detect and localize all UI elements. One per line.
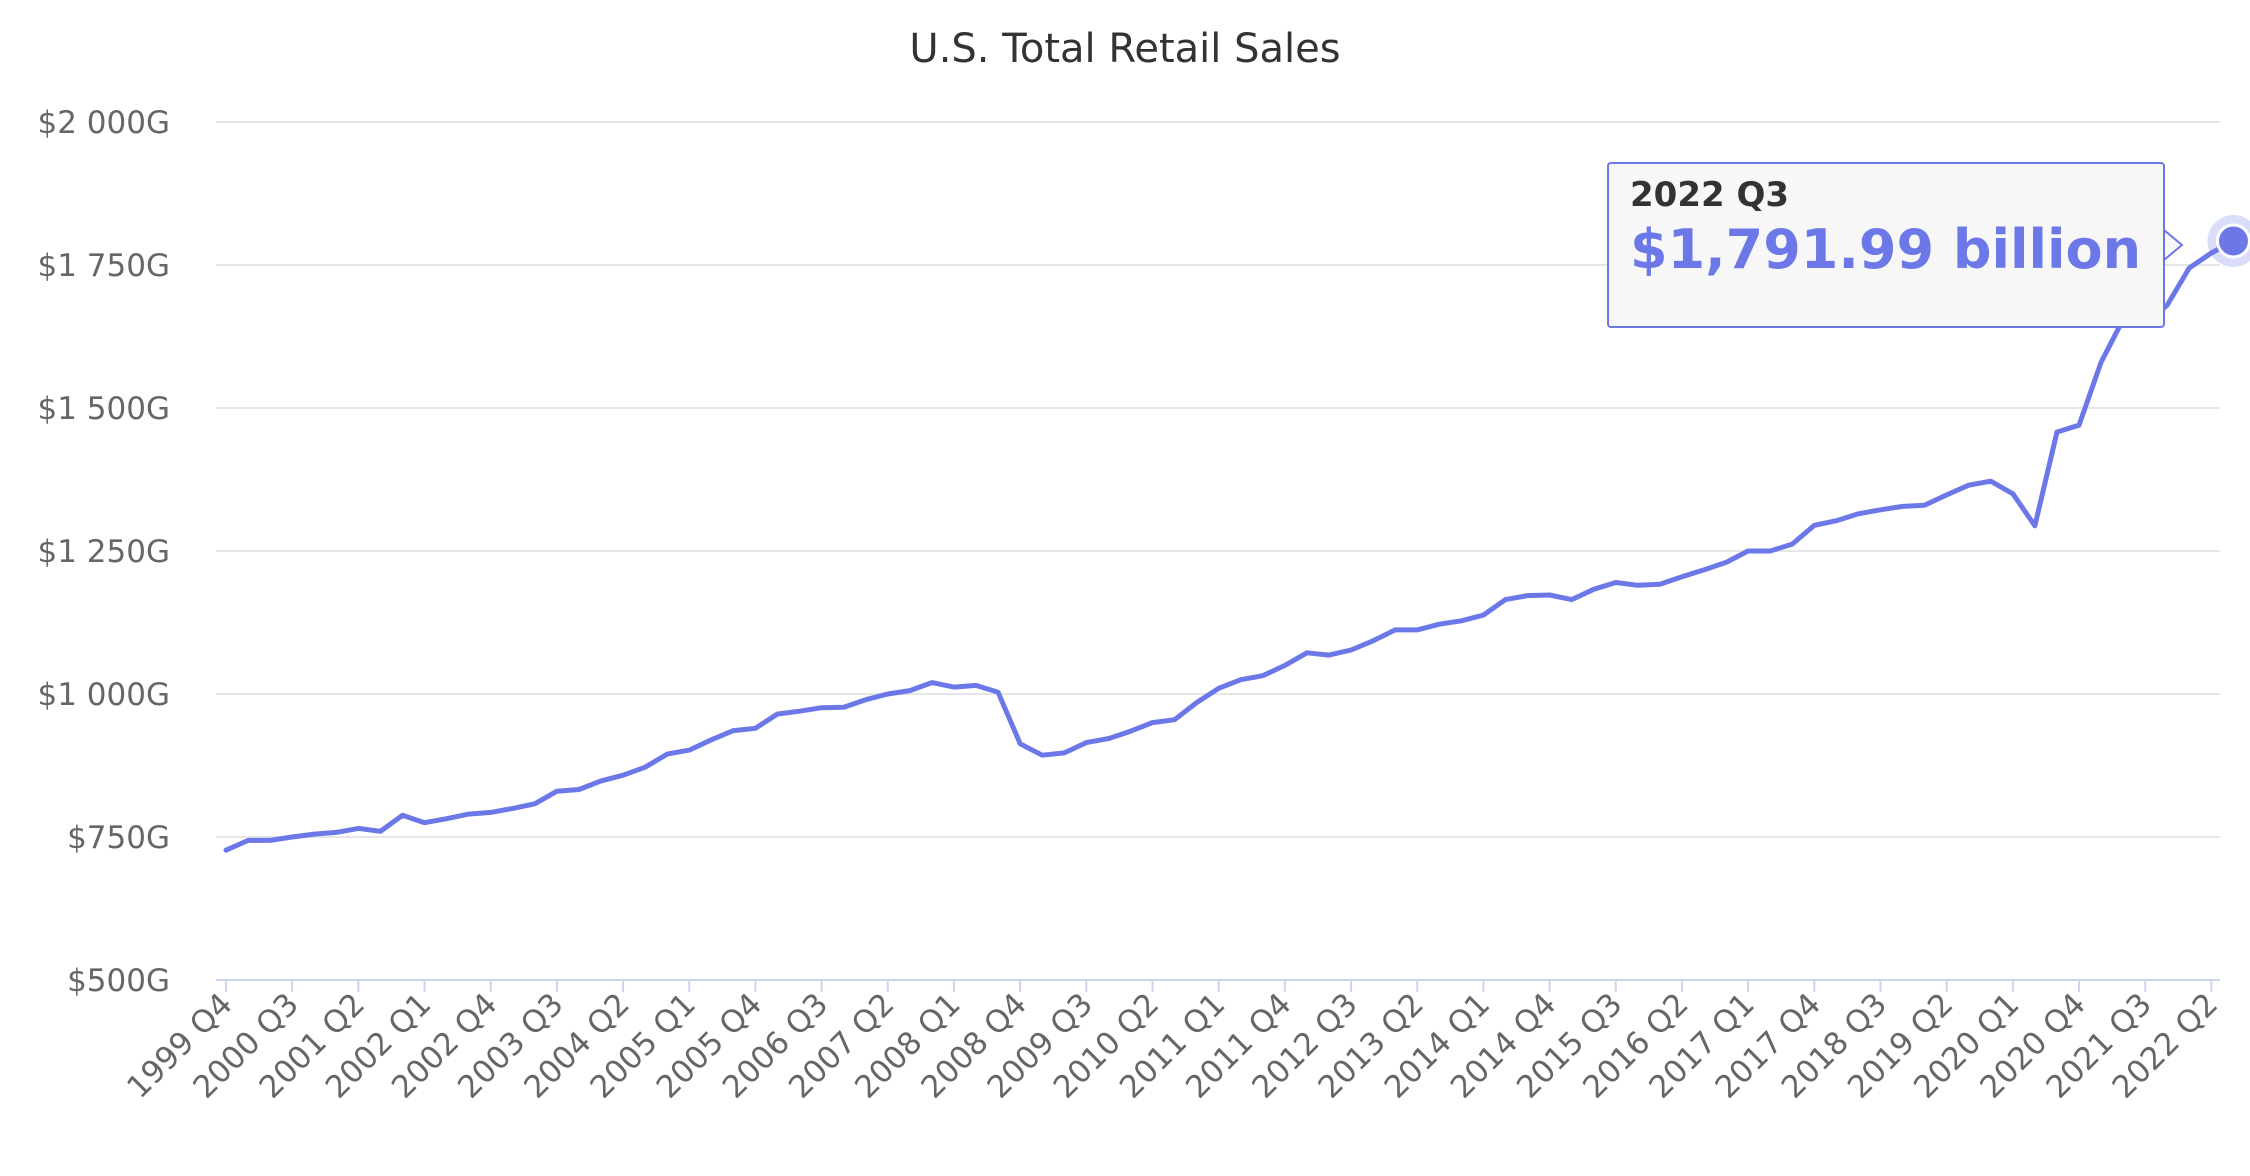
series-line bbox=[223, 238, 2236, 853]
y-tick-label: $1 500G bbox=[38, 391, 171, 427]
tooltip-value: $1,791.99 billion bbox=[1630, 218, 2141, 281]
hover-point-marker[interactable] bbox=[2215, 223, 2250, 259]
y-tick-label: $2 000G bbox=[38, 105, 171, 141]
y-tick-label: $1 000G bbox=[38, 677, 171, 713]
chart-title: U.S. Total Retail Sales bbox=[909, 26, 1340, 72]
y-tick-label: $500G bbox=[67, 963, 170, 999]
y-axis-labels: $500G $750G $1 000G $1 250G $1 500G $1 750G $2… bbox=[38, 105, 171, 999]
y-tick-label: $750G bbox=[67, 820, 170, 856]
series-layer bbox=[223, 214, 2250, 853]
y-tick-label: $1 750G bbox=[38, 248, 171, 284]
grid-lines bbox=[216, 121, 2220, 981]
tooltip-period: 2022 Q3 bbox=[1630, 175, 1789, 215]
data-point-tooltip: 2022 Q3 $1,791.99 billion bbox=[1607, 162, 2184, 328]
tooltip-pointer bbox=[2163, 227, 2184, 263]
y-tick-label: $1 250G bbox=[38, 534, 171, 570]
